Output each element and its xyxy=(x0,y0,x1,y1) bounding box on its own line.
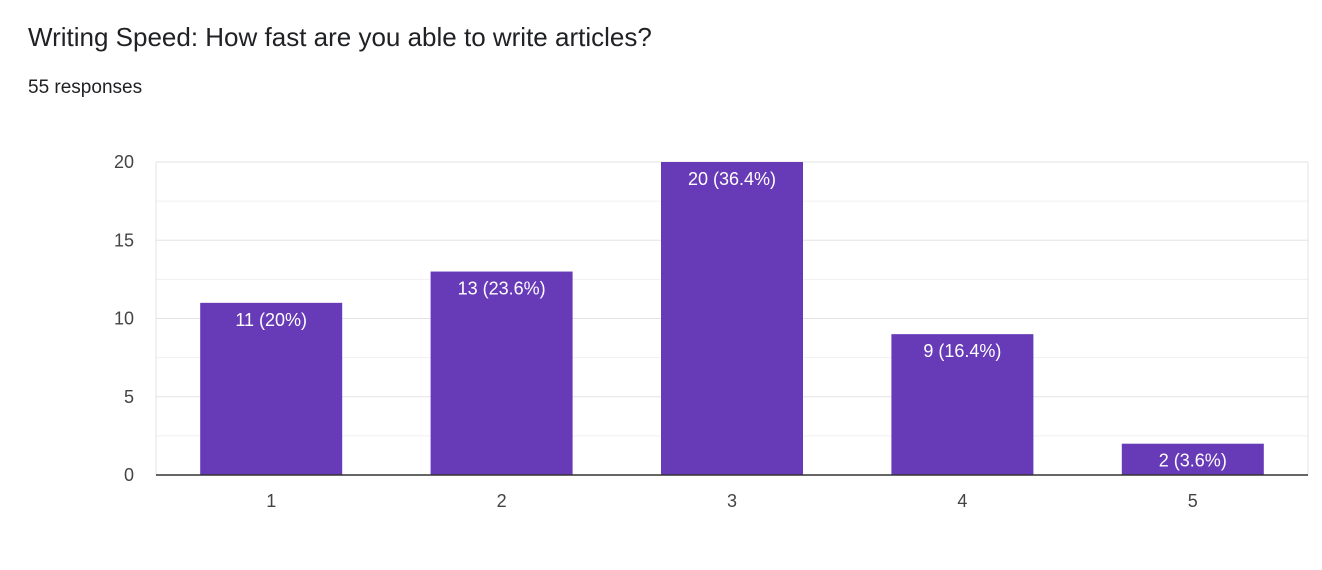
x-tick-label-4: 4 xyxy=(957,491,967,511)
x-tick-label-2: 2 xyxy=(497,491,507,511)
bar-5 xyxy=(1121,443,1264,475)
bar-2 xyxy=(430,271,573,475)
y-tick-label: 20 xyxy=(114,152,134,172)
x-tick-label-1: 1 xyxy=(266,491,276,511)
data-label-4: 9 (16.4%) xyxy=(923,341,1001,361)
response-count: 55 responses xyxy=(28,77,143,98)
x-tick-label-3: 3 xyxy=(727,491,737,511)
question-title: Writing Speed: How fast are you able to … xyxy=(28,22,652,52)
y-tick-label: 10 xyxy=(114,309,134,329)
data-label-1: 11 (20%) xyxy=(235,310,307,330)
y-tick-label: 0 xyxy=(124,465,134,485)
data-label-3: 20 (36.4%) xyxy=(688,169,776,189)
data-label-2: 13 (23.6%) xyxy=(458,279,546,299)
y-tick-label: 15 xyxy=(114,230,134,250)
y-tick-label: 5 xyxy=(124,387,134,407)
bar-4 xyxy=(891,334,1034,475)
bar-1 xyxy=(200,302,343,475)
x-tick-label-5: 5 xyxy=(1188,491,1198,511)
data-label-5: 2 (3.6%) xyxy=(1159,451,1227,471)
bar-3 xyxy=(661,162,803,475)
